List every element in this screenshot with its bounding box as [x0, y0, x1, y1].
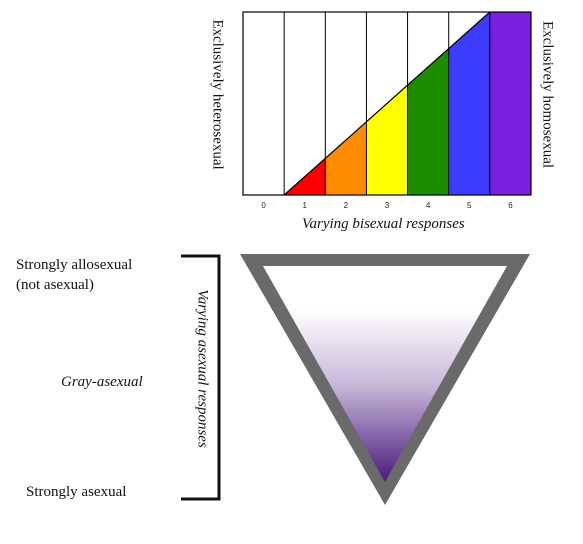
asexual-axis-title: Varying asexual responses [194, 289, 211, 448]
kinsey-tick-4: 4 [425, 201, 431, 210]
kinsey-tick-6: 6 [508, 201, 513, 210]
kinsey-tick-3: 3 [384, 201, 390, 210]
kinsey-band-6 [489, 12, 531, 195]
asexual-scale-bracket [181, 254, 221, 501]
kinsey-band-2 [325, 121, 367, 195]
bisexual-axis-title: Varying bisexual responses [302, 216, 465, 232]
kinsey-tick-1: 1 [302, 201, 307, 210]
kinsey-tick-2: 2 [343, 201, 349, 210]
kinsey-frame [242, 11, 532, 196]
kinsey-band-5 [448, 12, 490, 195]
kinsey-tick-5: 5 [467, 201, 472, 210]
kinsey-tick-0: 0 [261, 201, 266, 210]
kinsey-diagonal [283, 11, 491, 196]
kinsey-band-4 [407, 48, 449, 195]
strongly-asexual-label: Strongly asexual [26, 484, 127, 500]
gray-asexual-label: Gray-asexual [61, 374, 143, 390]
triangle-gradient-fill [263, 266, 507, 482]
strongly-allosexual-label: Strongly allosexual (not asexual) [16, 257, 133, 293]
